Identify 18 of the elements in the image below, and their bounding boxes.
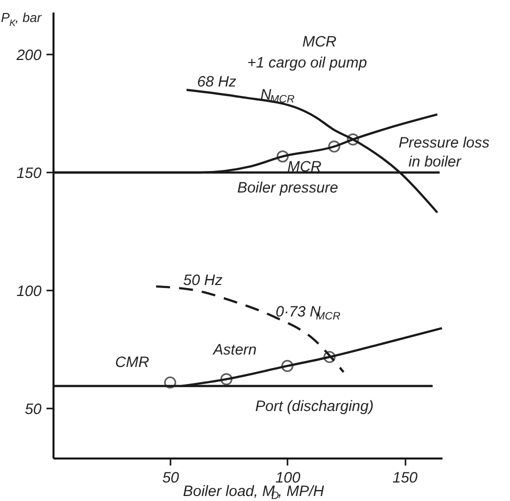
- annotation: MCR: [302, 33, 337, 50]
- annotation: CMR: [115, 354, 150, 372]
- annotation: 50 Hz: [183, 272, 223, 289]
- x-tick-label: 100: [275, 470, 302, 486]
- y-tick-label: 150: [16, 164, 42, 182]
- y-tick-label: 200: [15, 46, 42, 64]
- annotation: 68 Hz: [197, 73, 237, 90]
- y-tick-label: 100: [16, 282, 42, 300]
- x-tick-label: 50: [162, 470, 180, 486]
- annotation: Astern: [212, 341, 257, 358]
- annotation: Boiler pressure: [237, 180, 338, 197]
- x-tick-label: 150: [392, 470, 418, 486]
- y-tick-label: 50: [24, 400, 42, 418]
- annotation: +1 cargo oil pump: [247, 54, 367, 72]
- annotation: MCR: [287, 158, 322, 176]
- annotation: in boiler: [408, 153, 462, 170]
- annotation: Pressure loss: [398, 134, 490, 152]
- annotation: Port (discharging): [255, 398, 374, 416]
